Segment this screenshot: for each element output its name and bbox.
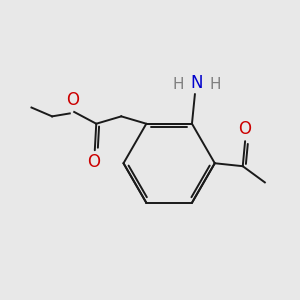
Text: H: H — [209, 77, 220, 92]
Text: O: O — [238, 120, 252, 138]
Text: N: N — [190, 74, 202, 92]
Text: H: H — [172, 77, 184, 92]
Text: O: O — [66, 91, 79, 109]
Text: O: O — [87, 153, 100, 171]
